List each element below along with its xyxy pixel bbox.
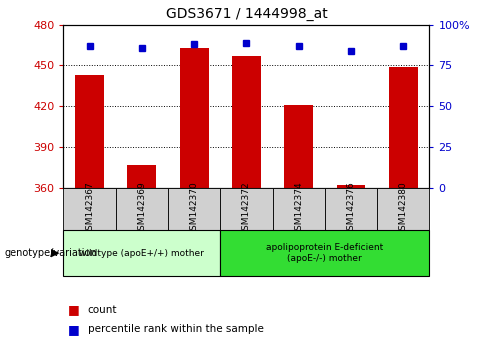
Bar — [75, 75, 104, 188]
Text: GSM142367: GSM142367 — [85, 182, 94, 236]
Bar — [325, 188, 377, 230]
Bar — [337, 185, 366, 188]
Bar — [180, 48, 208, 188]
Text: percentile rank within the sample: percentile rank within the sample — [88, 324, 264, 334]
Text: apolipoprotein E-deficient
(apoE-/-) mother: apolipoprotein E-deficient (apoE-/-) mot… — [266, 244, 384, 263]
Text: ▶: ▶ — [51, 248, 60, 258]
Text: GSM142372: GSM142372 — [242, 182, 251, 236]
Text: ■: ■ — [68, 323, 80, 336]
Title: GDS3671 / 1444998_at: GDS3671 / 1444998_at — [165, 7, 327, 21]
Bar — [232, 56, 261, 188]
Text: GSM142374: GSM142374 — [294, 182, 303, 236]
Text: GSM142369: GSM142369 — [137, 182, 146, 236]
Bar — [116, 188, 168, 230]
Bar — [389, 67, 418, 188]
Text: GSM142380: GSM142380 — [399, 182, 408, 236]
Bar — [285, 105, 313, 188]
Bar — [377, 188, 429, 230]
Bar — [63, 230, 220, 276]
Bar — [168, 188, 220, 230]
Bar — [273, 188, 325, 230]
Text: wildtype (apoE+/+) mother: wildtype (apoE+/+) mother — [80, 249, 204, 258]
Bar — [127, 165, 156, 188]
Bar — [220, 188, 273, 230]
Text: ■: ■ — [68, 303, 80, 316]
Text: GSM142370: GSM142370 — [190, 182, 199, 236]
Bar — [63, 188, 116, 230]
Text: count: count — [88, 305, 117, 315]
Bar — [220, 230, 429, 276]
Text: GSM142376: GSM142376 — [346, 182, 356, 236]
Text: genotype/variation: genotype/variation — [5, 248, 98, 258]
